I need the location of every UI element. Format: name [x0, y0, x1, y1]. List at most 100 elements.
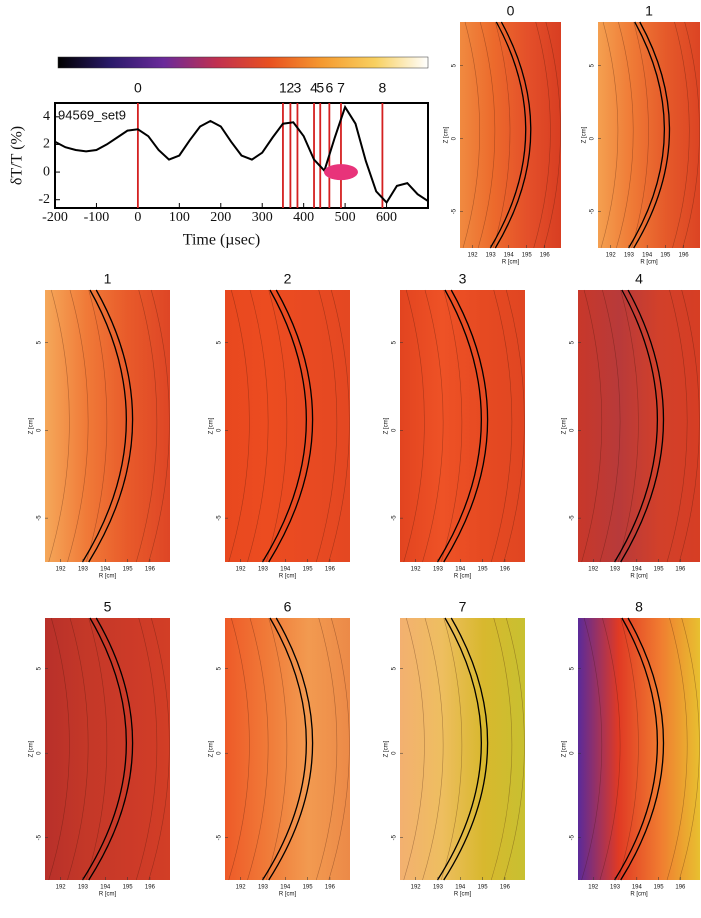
y-tick-label: 0 [570, 751, 576, 755]
panel-title: 8 [635, 599, 643, 615]
y-tick-label: -5 [392, 515, 398, 521]
contour-line [533, 21, 551, 249]
x-tick-label: 500 [335, 210, 356, 225]
x-tick-label: 196 [325, 885, 336, 891]
y-tick-label: -5 [217, 834, 223, 840]
x-tick-label: 196 [540, 253, 551, 259]
y-tick-label: 5 [392, 340, 398, 344]
flux-surface [633, 21, 671, 249]
contour-line [422, 289, 444, 563]
x-tick-label: 193 [258, 567, 269, 573]
x-tick-label: 192 [56, 885, 67, 891]
contour-line [440, 617, 463, 881]
y-tick-label: 0 [452, 136, 458, 140]
y-tick-label: -5 [37, 834, 43, 840]
contour-line [490, 617, 513, 881]
flux-surface [268, 289, 314, 563]
y-tick-label: -5 [37, 515, 43, 521]
contour-line [581, 289, 603, 563]
contour-line [85, 617, 108, 881]
y-axis-label: Z [cm] [29, 417, 35, 434]
panel-title: 2 [284, 271, 292, 287]
y-tick-label: 5 [37, 666, 43, 670]
x-axis-label: R [cm] [99, 892, 117, 898]
x-tick-label: 193 [610, 567, 621, 573]
x-tick-label: 192 [56, 567, 67, 573]
x-axis-label: R [cm] [454, 892, 472, 898]
x-tick-label: 193 [624, 253, 635, 259]
contour-line [672, 21, 690, 249]
flux-surface [489, 21, 527, 249]
x-axis-label: R [cm] [630, 574, 648, 580]
event-label: 0 [134, 80, 142, 96]
contour-line [265, 289, 288, 563]
x-tick-label: 100 [169, 210, 190, 225]
contour-map [400, 618, 525, 880]
y-tick-label: 0 [217, 751, 223, 755]
y-tick-label: -2 [38, 192, 50, 207]
x-tick-label: 192 [588, 885, 599, 891]
contour-line [85, 289, 108, 563]
y-tick-label: 5 [452, 63, 458, 67]
data-line [54, 104, 429, 205]
contour-line [48, 289, 70, 563]
y-axis-label: Z [cm] [209, 740, 215, 757]
contour-line [135, 617, 158, 881]
x-tick-label: 195 [478, 567, 489, 573]
y-tick-label: 0 [43, 164, 50, 179]
x-tick-label: 300 [252, 210, 273, 225]
contour-line [616, 21, 634, 249]
x-tick-label: 200 [210, 210, 231, 225]
contour-line [617, 289, 639, 563]
x-tick-label: 194 [280, 567, 291, 573]
x-tick-label: 193 [433, 567, 444, 573]
y-axis-label: Z [cm] [384, 740, 390, 757]
y-axis-label: δT/T (%) [9, 126, 26, 185]
y-tick-label: -5 [217, 515, 223, 521]
y-tick-label: 5 [570, 666, 576, 670]
x-axis-label: R [cm] [279, 892, 297, 898]
y-tick-label: -5 [570, 515, 576, 521]
panel-title: 5 [104, 599, 112, 615]
panel-title: 0 [507, 3, 515, 19]
flux-surface [436, 289, 482, 563]
contour-map [45, 290, 170, 562]
contour-line [462, 21, 480, 249]
y-axis-label: Z [cm] [582, 126, 588, 143]
x-tick-label: 194 [455, 885, 466, 891]
contour-line [228, 617, 250, 881]
contour-line [503, 289, 525, 563]
contour-line [477, 21, 496, 249]
contour-line [328, 289, 350, 563]
contour-line [135, 289, 158, 563]
contour-line [490, 289, 513, 563]
y-tick-label: 0 [217, 428, 223, 432]
contour-map [225, 618, 350, 880]
contour-line [422, 617, 444, 881]
panel-title: 3 [459, 271, 467, 287]
y-tick-label: 0 [392, 428, 398, 432]
x-axis-label: R [cm] [502, 260, 520, 266]
x-tick-label: 194 [280, 885, 291, 891]
flux-surface [443, 617, 489, 881]
y-tick-label: 0 [37, 751, 43, 755]
x-tick-label: 192 [588, 567, 599, 573]
x-tick-label: 194 [455, 567, 466, 573]
contour-map [598, 22, 700, 248]
flux-surface [628, 21, 665, 249]
y-tick-label: 4 [43, 109, 50, 124]
x-tick-label: 196 [679, 253, 690, 259]
x-tick-label: 195 [303, 885, 314, 891]
contour-line [503, 617, 525, 881]
x-axis-label: R [cm] [454, 574, 472, 580]
flux-surface [88, 617, 134, 881]
y-tick-label: 2 [43, 137, 50, 152]
y-axis-label: Z [cm] [444, 126, 450, 143]
x-tick-label: 195 [654, 567, 665, 573]
event-label: 8 [379, 80, 387, 96]
x-tick-label: 195 [123, 567, 134, 573]
y-tick-label: -5 [570, 834, 576, 840]
contour-map [225, 290, 350, 562]
x-tick-label: 600 [376, 210, 397, 225]
